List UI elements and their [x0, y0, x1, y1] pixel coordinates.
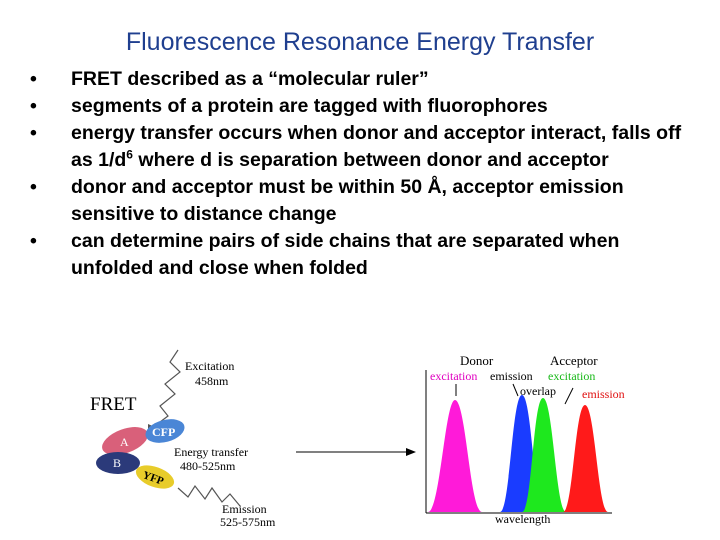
acceptor-excitation-peak — [522, 398, 566, 512]
bullet: donor and acceptor must be within 50 Å, … — [30, 174, 690, 228]
site-b — [96, 452, 140, 474]
label: Energy transfer — [174, 445, 248, 459]
label: Acceptor — [550, 353, 598, 368]
bullet: segments of a protein are tagged with fl… — [30, 93, 690, 120]
bullet: energy transfer occurs when donor and ac… — [30, 120, 690, 174]
label: 525-575nm — [220, 515, 276, 529]
bullet-text: segments of a protein are tagged with fl… — [71, 95, 548, 117]
label: Emission — [222, 502, 267, 516]
label: emission — [582, 387, 625, 401]
slide-title: Fluorescence Resonance Energy Transfer — [125, 28, 595, 56]
label: 458nm — [195, 374, 229, 388]
donor-excitation-peak — [428, 400, 482, 512]
label: FRET — [90, 394, 137, 415]
label: excitation — [548, 369, 595, 383]
excitation-wave — [151, 349, 181, 429]
emission-wave — [177, 484, 241, 507]
fret-diagram: Excitation 458nm FRET A CFP B YFP Energy… — [90, 349, 276, 529]
arrow-head — [406, 448, 416, 456]
label: B — [113, 456, 121, 470]
bullet-list: FRET described as a “molecular ruler” se… — [30, 66, 690, 282]
label: 480-525nm — [180, 459, 236, 473]
cfp — [145, 419, 185, 443]
label: emission — [490, 369, 533, 383]
bullet-text: can determine pairs of side chains that … — [71, 230, 620, 279]
x-axis-label: wavelength — [495, 512, 550, 526]
label: overlap — [520, 384, 556, 398]
leader — [512, 383, 519, 397]
leader — [564, 387, 574, 405]
label: excitation — [430, 369, 477, 383]
site-a — [102, 427, 148, 455]
spectra-diagram: Donor Acceptor excitation emission excit… — [425, 353, 625, 526]
label: A — [120, 435, 129, 449]
superscript: 6 — [126, 147, 133, 162]
label: Excitation — [185, 359, 234, 373]
yfp — [135, 465, 175, 489]
bullet-text: FRET described as a “molecular ruler” — [71, 68, 429, 90]
bullet-text: energy transfer occurs when donor and ac… — [71, 122, 682, 171]
bullet-text: where d is separation between donor and … — [132, 149, 609, 171]
bullet-text: donor and acceptor must be within 50 Å, … — [71, 176, 624, 225]
label: Donor — [460, 353, 494, 368]
bullet: can determine pairs of side chains that … — [30, 228, 690, 282]
bullet: FRET described as a “molecular ruler” — [30, 66, 690, 93]
label: CFP — [152, 425, 175, 439]
acceptor-emission-peak — [563, 405, 608, 512]
